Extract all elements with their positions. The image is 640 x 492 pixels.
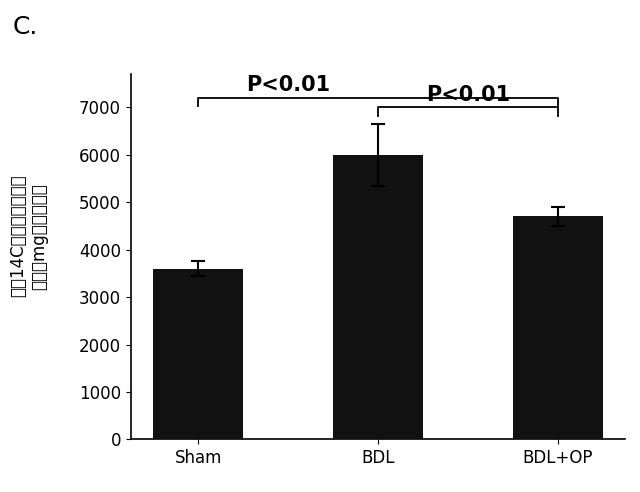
Bar <box>154 269 243 439</box>
Text: C.: C. <box>13 15 38 39</box>
Bar <box>333 154 423 439</box>
Text: 生戔14C－シトルリン／
時間／mgタンパク質: 生戔14C－シトルリン／ 時間／mgタンパク質 <box>10 175 48 298</box>
Text: P<0.01: P<0.01 <box>246 75 330 95</box>
Text: P<0.01: P<0.01 <box>426 85 510 105</box>
Bar <box>513 216 602 439</box>
